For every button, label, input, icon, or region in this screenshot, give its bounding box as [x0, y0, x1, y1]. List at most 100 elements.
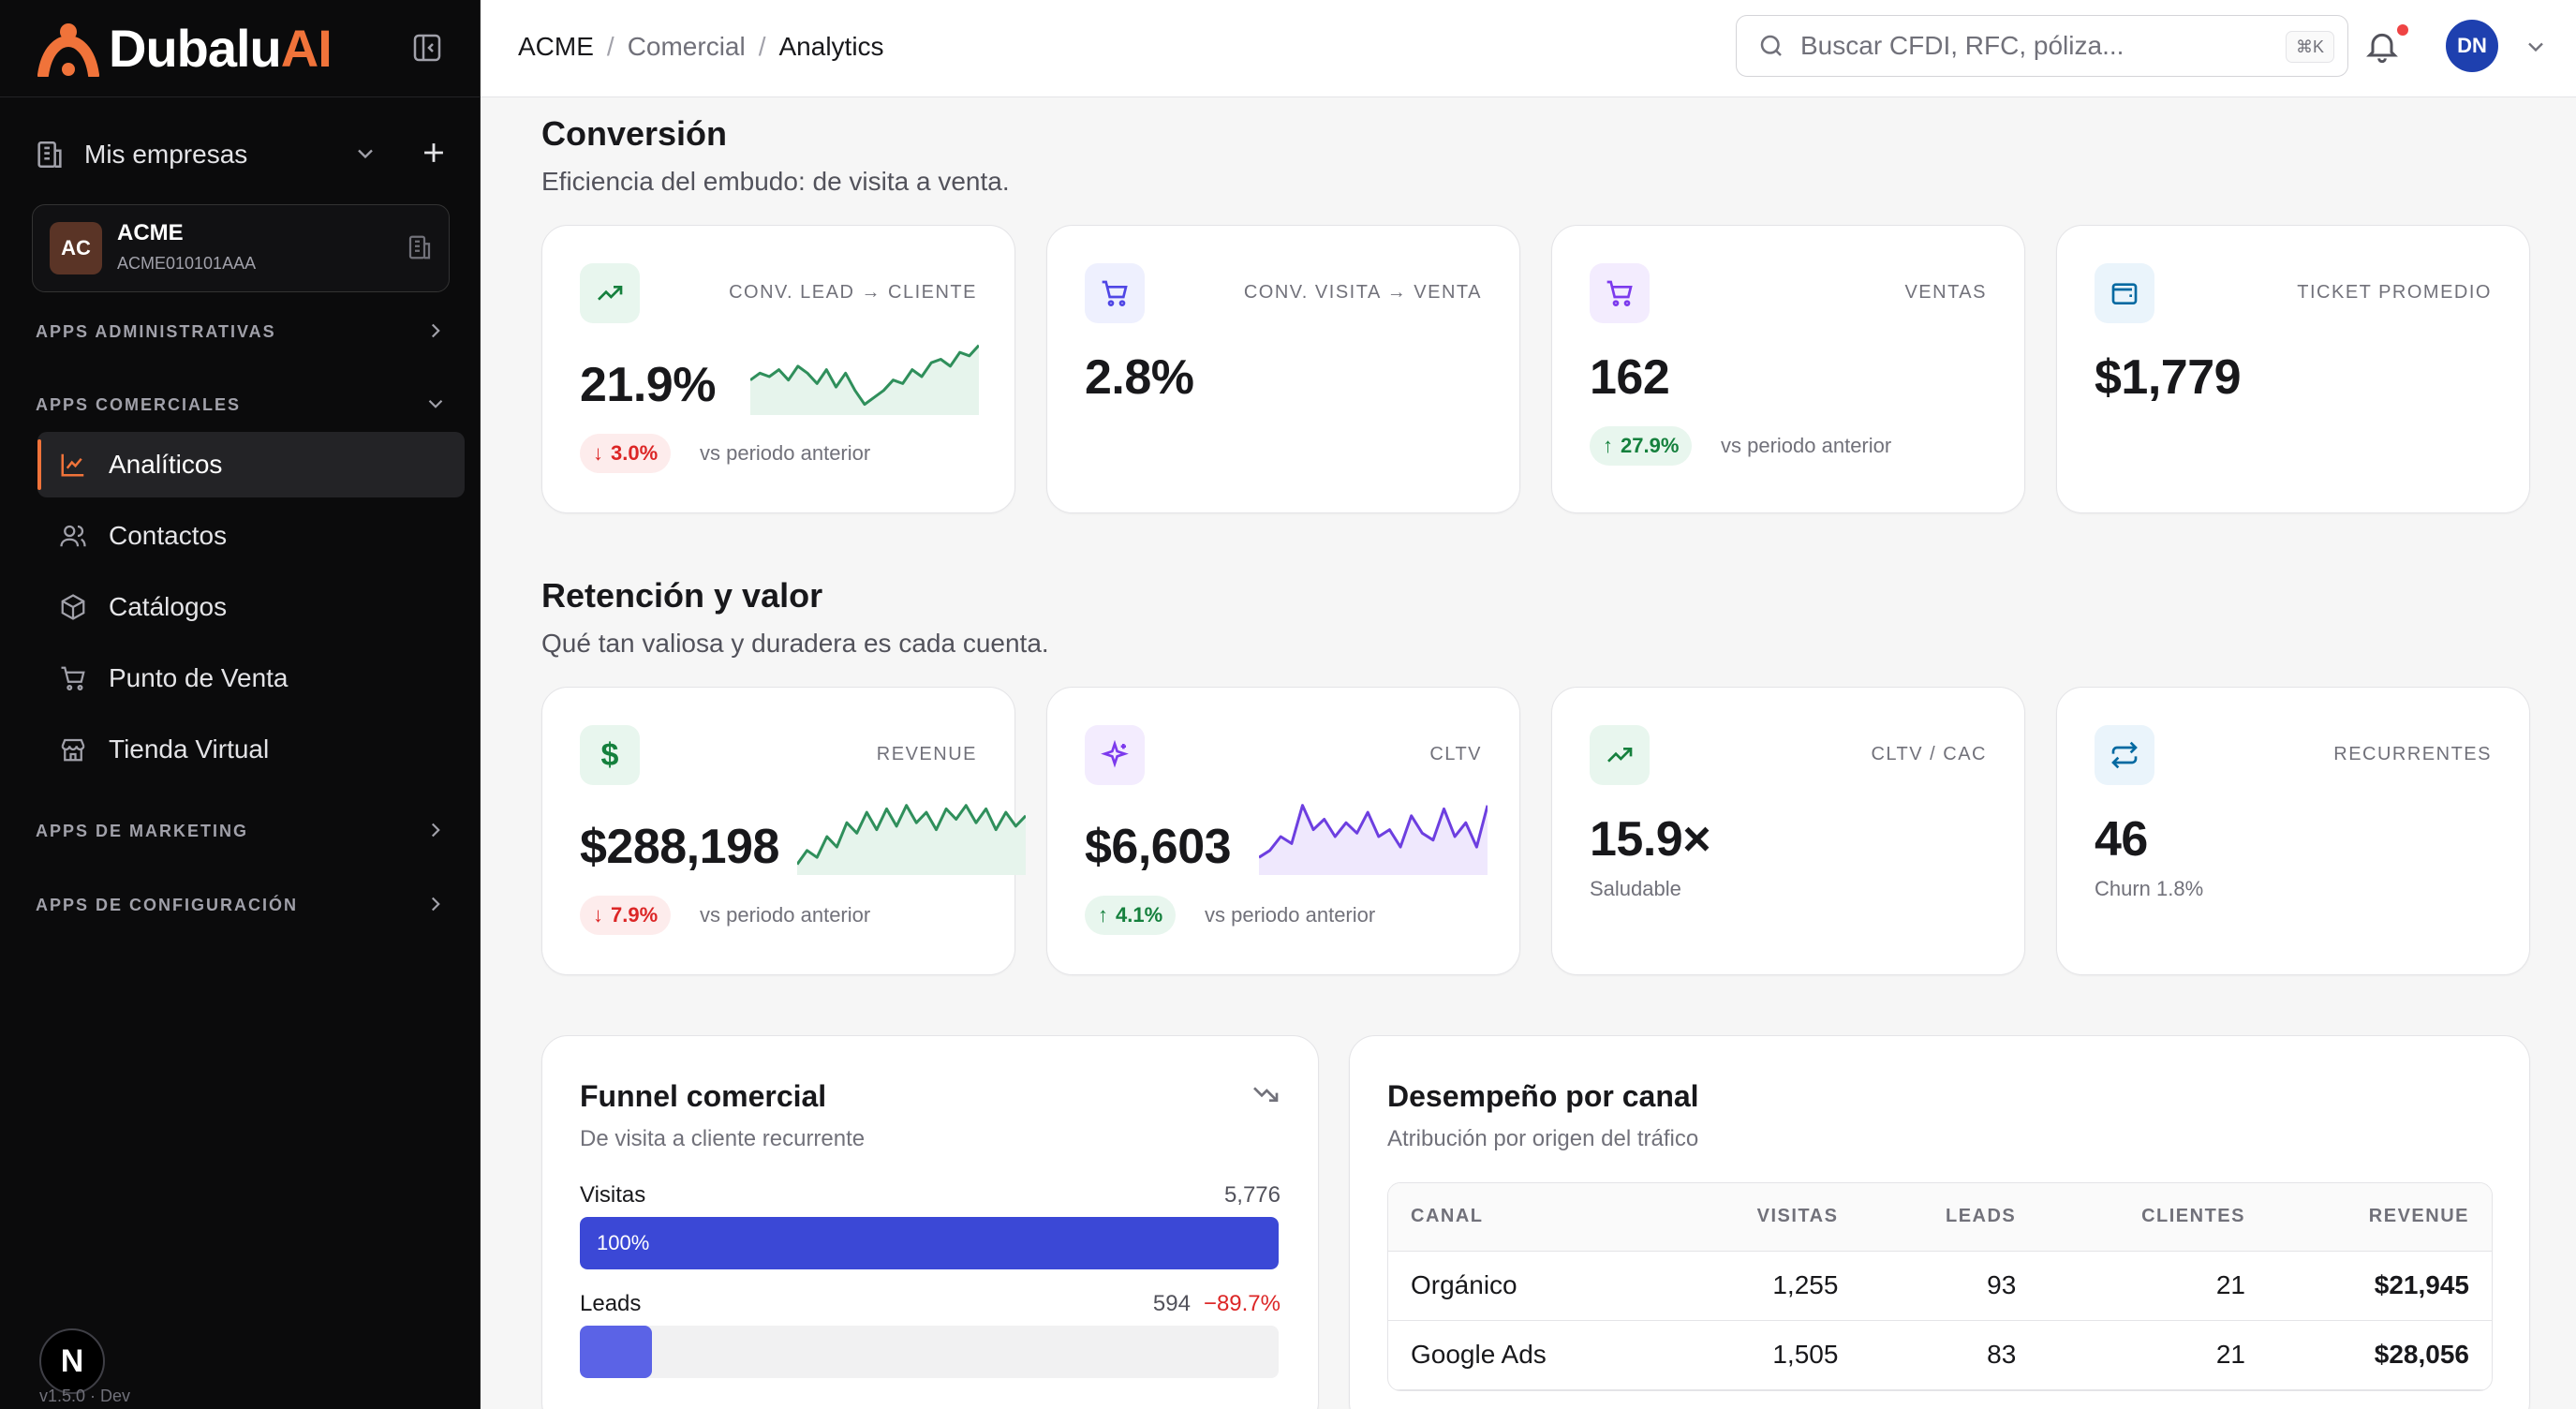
kpi-label: TICKET PROMEDIO	[2297, 282, 2492, 303]
comparison-text: vs periodo anterior	[700, 441, 871, 465]
delta-badge: ↓ 3.0%	[580, 434, 672, 473]
comparison-text: vs periodo anterior	[700, 903, 871, 927]
breadcrumb-item[interactable]: ACME	[518, 32, 594, 61]
section-subtitle: Eficiencia del embudo: de visita a venta…	[541, 167, 1010, 196]
trend-up-icon	[580, 263, 640, 323]
chevron-right-icon[interactable]	[423, 818, 448, 842]
sparkline-area	[1259, 805, 1488, 875]
column-header[interactable]: CANAL	[1388, 1183, 1666, 1252]
delta-value: 7.9%	[611, 903, 659, 927]
kpi-value: $6,603	[1085, 820, 1232, 874]
sidebar-item-label: Analíticos	[109, 450, 223, 479]
sidebar-item-label: Contactos	[109, 521, 228, 550]
section-admin[interactable]: APPS ADMINISTRATIVAS	[36, 322, 276, 341]
kpi-label: REVENUE	[876, 744, 977, 764]
kpi-value: 46	[2095, 812, 2148, 867]
panel-subtitle: Atribución por origen del tráfico	[1387, 1126, 1699, 1151]
app-version: v1.5.0 · Dev	[39, 1387, 131, 1405]
sidebar-item-punto-de-venta[interactable]: Punto de Venta	[37, 645, 465, 711]
chevron-right-icon[interactable]	[423, 892, 448, 916]
funnel-bar-track: 100%	[580, 1217, 1279, 1269]
cart-icon	[1085, 263, 1145, 323]
bell-icon[interactable]	[2363, 26, 2401, 66]
column-header[interactable]: VISITAS	[1666, 1183, 1861, 1252]
active-company-card[interactable]: AC ACME ACME010101AAA	[32, 204, 450, 292]
column-header[interactable]: REVENUE	[2267, 1183, 2492, 1252]
panel-title: Funnel comercial	[580, 1079, 827, 1113]
delta-badge: ↓ 7.9%	[580, 896, 672, 935]
sidebar-item-contactos[interactable]: Contactos	[37, 503, 465, 569]
brand-name: DubaluAI	[109, 19, 333, 78]
column-header[interactable]: LEADS	[1860, 1183, 2039, 1252]
sidebar-item-analiticos[interactable]: Analíticos	[37, 432, 465, 497]
company-avatar: AC	[50, 222, 102, 274]
table-row[interactable]: Orgánico 1,255 93 21 $21,945	[1388, 1251, 2492, 1321]
funnel-card: Funnel comercial De visita a cliente rec…	[541, 1035, 1319, 1409]
search-input[interactable]	[1800, 31, 2231, 61]
arrow-up-icon: ↑	[1603, 434, 1613, 457]
kpi-card-cltv[interactable]: CLTV $6,603 ↑ 4.1% vs periodo anterior	[1046, 687, 1520, 975]
box-icon	[58, 592, 88, 622]
sparkline	[750, 344, 979, 415]
funnel-stage-name: Leads	[580, 1291, 642, 1316]
sparkles-icon	[1085, 725, 1145, 785]
sidebar: DubaluAI Mis empresas AC ACME ACME010101…	[0, 0, 481, 1409]
chevron-down-icon[interactable]	[352, 141, 378, 167]
table-cell: 21	[2038, 1251, 2268, 1321]
users-icon	[58, 521, 88, 551]
table-row[interactable]: Google Ads 1,505 83 21 $28,056	[1388, 1320, 2492, 1390]
add-company-icon[interactable]	[418, 137, 450, 169]
section-config[interactable]: APPS DE CONFIGURACIÓN	[36, 896, 299, 914]
kpi-card-cltv-cac[interactable]: CLTV / CAC 15.9× Saludable	[1551, 687, 2025, 975]
sparkline-line	[1259, 804, 1488, 859]
table-cell: 1,505	[1666, 1320, 1861, 1390]
delta-value: 4.1%	[1116, 903, 1163, 927]
search-shortcut: ⌘K	[2285, 31, 2334, 63]
section-title: Conversión	[541, 114, 728, 153]
chevron-down-icon[interactable]	[423, 392, 448, 416]
kpi-value: 2.8%	[1085, 350, 1194, 405]
wallet-icon	[2095, 263, 2154, 323]
search-box[interactable]: ⌘K	[1736, 15, 2348, 77]
cart-icon	[58, 663, 88, 693]
section-marketing[interactable]: APPS DE MARKETING	[36, 822, 249, 840]
chevron-right-icon[interactable]	[423, 319, 448, 343]
funnel-stage-value: 5,776	[1224, 1182, 1281, 1209]
companies-selector[interactable]: Mis empresas	[34, 133, 455, 176]
kpi-card-conv-lead[interactable]: CONV. LEAD → CLIENTE 21.9% ↓ 3.0% vs peri…	[541, 225, 1015, 513]
chart-line-icon	[58, 450, 88, 480]
sparkline-area	[750, 345, 979, 415]
kpi-card-revenue[interactable]: $ REVENUE $288,198 ↓ 7.9% vs periodo ante…	[541, 687, 1026, 975]
column-header[interactable]: CLIENTES	[2038, 1183, 2268, 1252]
logo[interactable]: DubaluAI	[0, 0, 480, 97]
table-cell: 21	[2038, 1320, 2268, 1390]
funnel-bar-fill: 100%	[580, 1217, 1279, 1269]
kpi-label: VENTAS	[1904, 282, 1987, 303]
delta-value: 3.0%	[611, 441, 659, 465]
kpi-card-ventas[interactable]: VENTAS 162 ↑ 27.9% vs periodo anterior	[1551, 225, 2025, 513]
trend-down-icon[interactable]	[1251, 1079, 1281, 1109]
chevron-down-icon[interactable]	[2523, 34, 2549, 60]
repeat-icon	[2095, 725, 2154, 785]
dev-tools-badge[interactable]: N	[39, 1328, 105, 1394]
panel-title: Desempeño por canal	[1387, 1079, 1699, 1113]
table-cell: 93	[1860, 1251, 2039, 1321]
sidebar-item-tienda-virtual[interactable]: Tienda Virtual	[37, 717, 465, 782]
kpi-card-ticket[interactable]: TICKET PROMEDIO $1,779	[2056, 225, 2530, 513]
breadcrumb-item[interactable]: Comercial	[627, 32, 746, 61]
kpi-card-conv-visita[interactable]: CONV. VISITA → VENTA 2.8%	[1046, 225, 1520, 513]
section-title: Retención y valor	[541, 576, 823, 615]
kpi-card-recurrentes[interactable]: RECURRENTES 46 Churn 1.8%	[2056, 687, 2530, 975]
sidebar-item-catalogos[interactable]: Catálogos	[37, 574, 465, 640]
user-avatar[interactable]: DN	[2446, 20, 2498, 72]
sparkline-area	[797, 805, 1026, 875]
funnel-bar-track	[580, 1326, 1279, 1378]
funnel-stage-name: Visitas	[580, 1182, 646, 1208]
store-icon	[58, 734, 88, 764]
companies-label: Mis empresas	[84, 140, 248, 169]
breadcrumb: ACME / Comercial / Analytics	[518, 32, 884, 62]
sidebar-collapse-icon[interactable]	[410, 32, 444, 64]
section-comercial[interactable]: APPS COMERCIALES	[36, 395, 242, 414]
sidebar-item-label: Tienda Virtual	[109, 734, 270, 764]
sidebar-item-label: Punto de Venta	[109, 663, 289, 692]
